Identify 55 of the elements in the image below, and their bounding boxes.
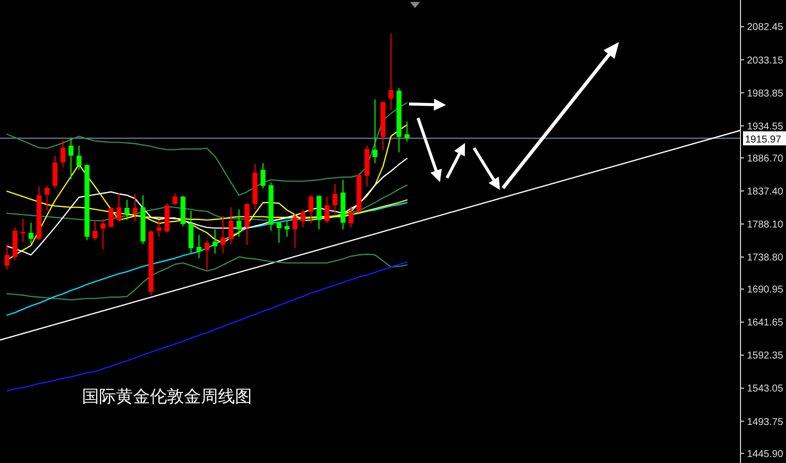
candlestick xyxy=(244,202,250,246)
line-series xyxy=(6,102,408,196)
candlestick xyxy=(236,208,242,238)
candlestick xyxy=(52,155,58,190)
candlestick xyxy=(60,140,66,168)
candlestick xyxy=(388,33,394,111)
candlestick xyxy=(92,220,98,241)
candlestick xyxy=(276,220,282,244)
candlestick xyxy=(4,244,10,270)
candlestick xyxy=(116,192,122,222)
text: 国际黄金伦敦金周线图 xyxy=(82,387,252,407)
candlestick xyxy=(76,145,82,170)
line-series xyxy=(6,202,408,316)
y-tick-label: 1983.85 xyxy=(747,88,784,100)
y-tick-label: 1445.90 xyxy=(747,448,784,460)
candlestick xyxy=(108,206,114,228)
candlestick xyxy=(220,216,226,254)
candlestick xyxy=(124,199,130,221)
y-tick-label: 1738.80 xyxy=(747,252,784,264)
candlestick xyxy=(348,206,354,228)
y-tick-label: 1837.40 xyxy=(747,186,784,198)
y-tick-label: 1934.55 xyxy=(747,121,784,132)
y-tick-label: 1493.75 xyxy=(747,416,784,428)
candlestick xyxy=(260,162,266,190)
line-series xyxy=(6,254,408,300)
candlestick xyxy=(308,194,314,224)
y-tick-label: 1690.95 xyxy=(747,284,784,296)
candlestick xyxy=(228,206,234,245)
candlestick xyxy=(372,98,378,164)
candlestick xyxy=(68,138,74,180)
ref-line-label: 1915.97 xyxy=(745,134,782,146)
candlestick xyxy=(156,220,162,238)
candlestick xyxy=(292,214,298,249)
candlestick xyxy=(28,222,34,245)
candlestick xyxy=(44,185,50,212)
candlestick xyxy=(332,183,338,215)
candlestick xyxy=(196,234,202,259)
candlestick xyxy=(404,121,410,142)
candlestick xyxy=(284,220,290,238)
candlestick xyxy=(172,192,178,206)
candlestick xyxy=(132,193,138,222)
candlestick xyxy=(204,240,210,270)
y-tick-label: 1641.65 xyxy=(747,318,784,329)
y-tick-label: 1886.70 xyxy=(747,153,784,164)
y-tick-label: 2033.15 xyxy=(747,55,784,66)
line-series xyxy=(6,158,408,256)
candlestick xyxy=(324,196,330,224)
y-tick-label: 1788.10 xyxy=(747,219,784,230)
y-tick-label: 1592.35 xyxy=(747,350,784,362)
candlestick xyxy=(100,218,106,250)
y-tick-label: 2082.45 xyxy=(747,22,784,34)
y-tick-label: 1543.05 xyxy=(747,384,784,395)
candlestick xyxy=(20,218,26,243)
candlestick xyxy=(300,208,306,228)
candlestick xyxy=(212,228,218,254)
